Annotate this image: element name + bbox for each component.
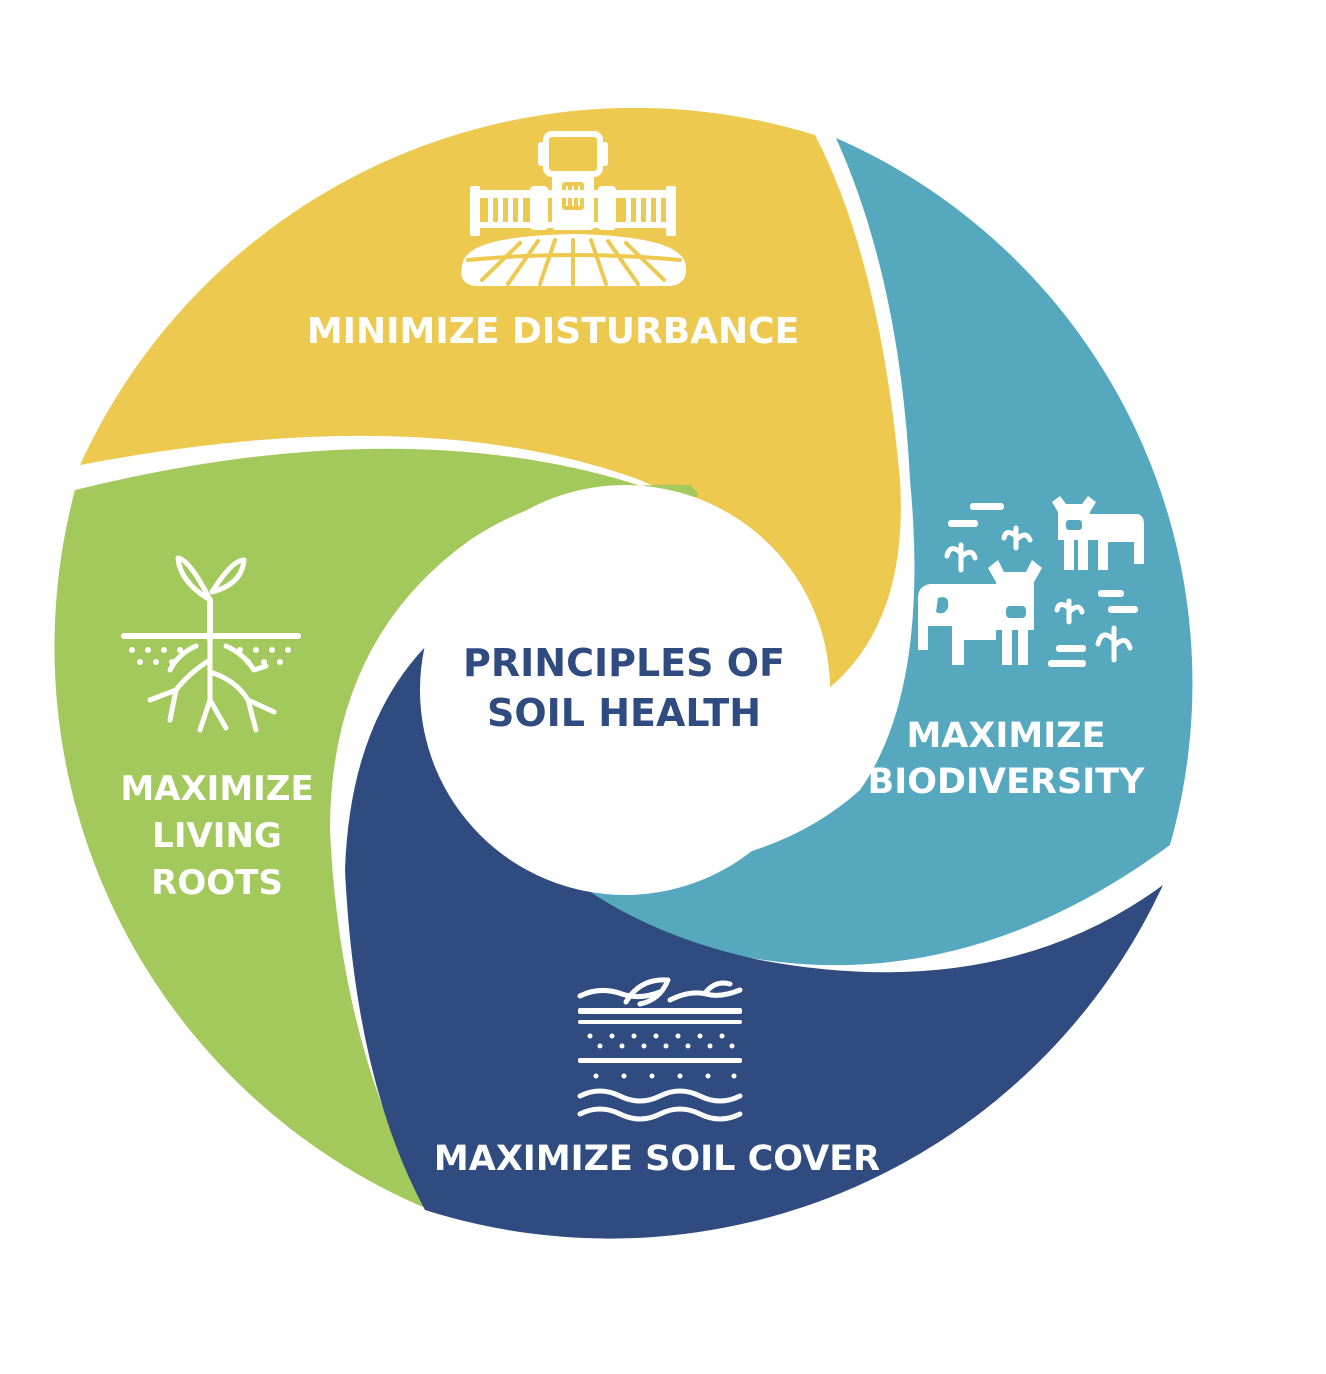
segment-label-maximize-biodiversity-line1: MAXIMIZE — [906, 716, 1105, 756]
soil-cover-icon — [577, 977, 743, 1122]
segment-maximize-soil-cover[interactable] — [345, 640, 1163, 1239]
center-title-line1: PRINCIPLES OF — [463, 641, 785, 685]
segment-label-maximize-soil-cover: MAXIMIZE SOIL COVER — [434, 1139, 880, 1179]
tractor-icon — [461, 131, 686, 286]
segment-label-maximize-living-roots-line2: LIVING — [152, 816, 282, 856]
segment-label-maximize-living-roots-line1: MAXIMIZE — [120, 769, 313, 809]
segment-maximize-living-roots[interactable] — [54, 448, 699, 1210]
sprout-roots-icon — [121, 555, 301, 733]
segment-label-maximize-living-roots-line3: ROOTS — [151, 863, 283, 903]
segment-label-maximize-biodiversity-line2: BIODIVERSITY — [868, 762, 1146, 802]
center-title-line2: SOIL HEALTH — [487, 691, 761, 735]
segment-maximize-biodiversity[interactable] — [575, 138, 1193, 966]
center-circle — [420, 485, 830, 895]
livestock-icon — [918, 496, 1144, 667]
segment-minimize-disturbance[interactable] — [80, 107, 901, 706]
segment-label-minimize-disturbance: MINIMIZE DISTURBANCE — [307, 311, 799, 352]
